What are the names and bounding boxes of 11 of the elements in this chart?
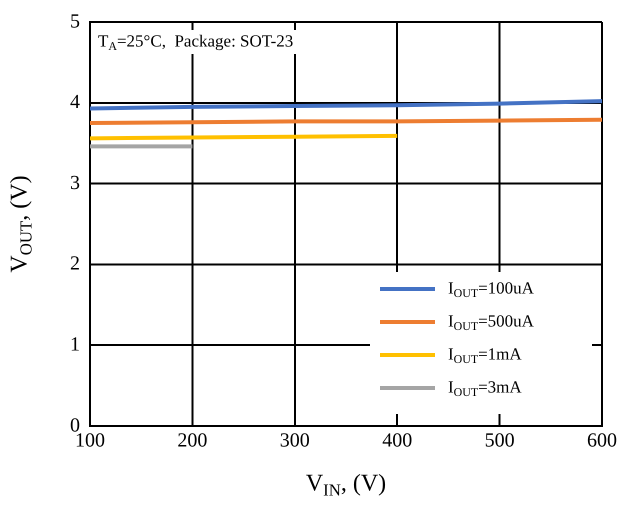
x-tick-label: 600 <box>587 429 617 452</box>
x-tick-label: 500 <box>484 429 515 452</box>
x-tick-label: 400 <box>382 429 412 452</box>
x-tick-label: 200 <box>177 429 208 452</box>
y-tick-label: 2 <box>70 252 80 275</box>
x-tick-label: 300 <box>280 429 310 452</box>
y-tick-label: 3 <box>70 172 80 194</box>
y-axis-title: VOUT, (V) <box>6 175 36 273</box>
y-tick-label: 1 <box>70 333 80 356</box>
y-tick-label: 5 <box>70 10 80 32</box>
y-tick-label: 4 <box>70 91 80 114</box>
